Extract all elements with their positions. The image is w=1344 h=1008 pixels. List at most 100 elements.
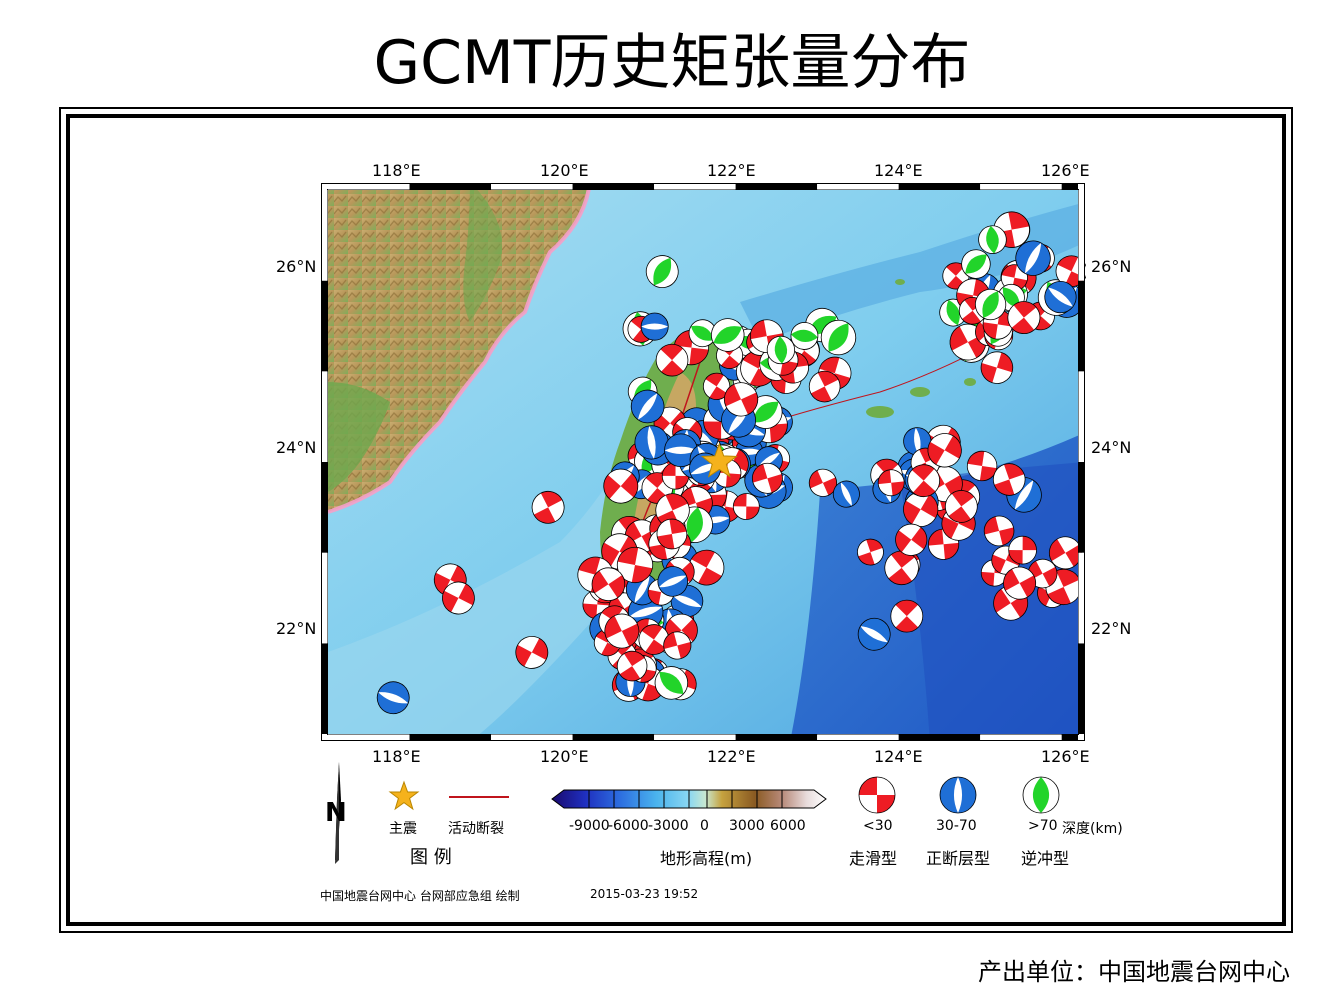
focal-mechanism-ball — [980, 351, 1014, 384]
page-title: GCMT历史矩张量分布 — [373, 28, 971, 98]
mainshock-star — [700, 442, 738, 478]
focal-mechanism-ball — [442, 581, 475, 615]
normal-legend-ball — [939, 776, 977, 814]
focal-mechanism-ball — [1007, 301, 1041, 335]
map-canvas — [321, 183, 1086, 741]
focal-mechanism-ball — [645, 255, 679, 288]
colorbar-tick: -9000 — [569, 818, 610, 834]
lon-label-top: 118°E — [372, 161, 421, 180]
focal-mechanism-ball — [857, 538, 884, 566]
colorbar-title: 地形高程(m) — [660, 849, 753, 868]
depth-label: >70 — [1028, 818, 1058, 834]
lon-label-top: 124°E — [874, 161, 923, 180]
focal-mechanism-ball — [663, 631, 692, 660]
colorbar-tick: 0 — [700, 818, 709, 834]
focal-mechanism-ball — [983, 515, 1015, 547]
focal-mechanism-ball — [1003, 566, 1037, 600]
focal-mechanism-ball — [515, 635, 549, 669]
focal-mechanism-ball — [656, 518, 688, 550]
lon-label-top: 122°E — [707, 161, 756, 180]
lon-label-bottom: 118°E — [372, 747, 421, 766]
strike-slip-legend-ball — [858, 776, 896, 814]
north-label: N — [325, 798, 347, 828]
focal-mechanism-ball — [978, 225, 1007, 254]
focal-mechanisms — [376, 211, 1086, 715]
focal-mechanism-ball — [591, 567, 626, 602]
focal-mechanism-ball — [654, 666, 689, 700]
focal-mechanism-ball — [603, 468, 639, 504]
focal-mechanism-ball — [966, 450, 998, 482]
lon-label-bottom: 120°E — [540, 747, 589, 766]
inner-frame — [66, 114, 1286, 926]
depth-label: 30-70 — [936, 818, 977, 834]
mechanism-label: 逆冲型 — [1021, 849, 1070, 868]
focal-mechanism-ball — [688, 549, 725, 586]
map-border — [321, 183, 1085, 741]
focal-mechanism-ball — [1044, 280, 1077, 314]
focal-mechanism-ball — [820, 319, 857, 356]
lon-label-bottom: 124°E — [874, 747, 923, 766]
lon-label-bottom: 122°E — [707, 747, 756, 766]
fault-label: 活动断裂 — [448, 821, 504, 837]
colorbar-tick: 6000 — [770, 818, 806, 834]
lat-label-left: 22°N — [276, 619, 317, 638]
focal-mechanism-ball — [890, 599, 924, 633]
focal-mechanism-ball — [808, 370, 841, 403]
mainshock-label: 主震 — [389, 821, 417, 837]
colorbar-tick: -3000 — [648, 818, 689, 834]
focal-mechanism-ball — [895, 523, 928, 556]
legend-title: 图 例 — [410, 847, 452, 868]
focal-mechanism-ball — [640, 312, 669, 341]
outer-frame — [59, 107, 1293, 933]
focal-mechanism-ball — [808, 468, 837, 497]
depth-label: <30 — [863, 818, 893, 834]
focal-mechanism-ball — [992, 463, 1026, 496]
lat-label-left: 26°N — [276, 257, 317, 276]
focal-mechanism-ball — [688, 319, 717, 348]
lat-label-right: 22°N — [1091, 619, 1132, 638]
mainshock-legend-icon — [388, 780, 420, 811]
focal-mechanism-ball — [939, 298, 968, 327]
focal-mechanism-ball — [790, 322, 819, 350]
focal-mechanism-ball — [907, 464, 941, 498]
focal-mechanism-ball — [634, 425, 669, 460]
focal-mechanism-ball — [884, 550, 919, 586]
lat-label-right: 24°N — [1091, 438, 1132, 457]
focal-mechanism-ball — [376, 681, 410, 715]
focal-mechanism-ball — [939, 776, 977, 814]
focal-mechanism-ball — [616, 546, 654, 584]
mechanism-label: 正断层型 — [926, 849, 991, 868]
depth-unit: 深度(km) — [1062, 821, 1123, 837]
north-arrow — [335, 762, 341, 864]
focal-mechanism-ball — [732, 493, 760, 520]
focal-mechanism-ball — [1022, 776, 1060, 814]
focal-mechanism-ball — [766, 335, 796, 365]
focal-mechanism-ball — [1008, 535, 1037, 565]
focal-mechanism-ball — [655, 343, 689, 377]
focal-mechanism-ball — [832, 480, 860, 508]
focal-mechanism-ball — [616, 650, 648, 682]
focal-mechanism-ball — [604, 613, 640, 649]
focal-mechanism-ball — [531, 490, 565, 524]
focal-mechanism-ball — [961, 249, 991, 279]
focal-mechanism-ball — [657, 566, 689, 597]
colorbar-tick: 3000 — [729, 818, 765, 834]
focal-mechanism-ball — [858, 776, 896, 814]
lat-label-left: 24°N — [276, 438, 317, 457]
lon-label-top: 120°E — [540, 161, 589, 180]
colorbar-tick: -6000 — [608, 818, 649, 834]
focal-mechanism-ball — [630, 389, 665, 424]
credit-time: 2015-03-23 19:52 — [590, 887, 699, 901]
focal-mechanism-ball — [974, 288, 1007, 321]
lon-label-bottom: 126°E — [1041, 747, 1090, 766]
elevation-colorbar — [551, 789, 827, 809]
map-panel — [320, 182, 1086, 742]
focal-mechanism-ball — [710, 318, 745, 352]
focal-mechanism-ball — [751, 462, 783, 494]
focal-mechanism-ball — [1015, 240, 1051, 276]
lon-label-top: 126°E — [1041, 161, 1090, 180]
focal-mechanism-ball — [664, 433, 698, 468]
focal-mechanism-ball — [857, 617, 891, 651]
footer-producer: 产出单位：中国地震台网中心 — [978, 958, 1290, 986]
mechanism-label: 走滑型 — [849, 849, 898, 868]
